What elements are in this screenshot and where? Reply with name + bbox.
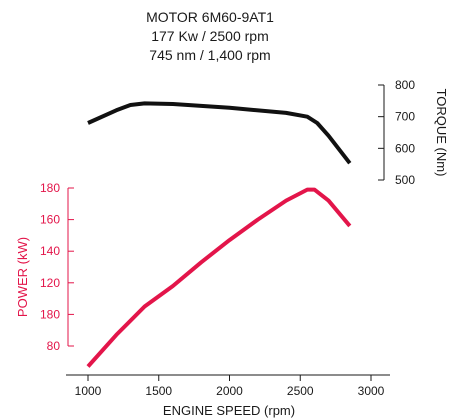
power-curve <box>86 187 352 368</box>
x-tick-label: 3000 <box>358 384 385 398</box>
x-tick-label: 2500 <box>287 384 314 398</box>
x-tick-label: 1000 <box>75 384 102 398</box>
torque-tick-label: 600 <box>395 141 415 155</box>
power-tick-label: 140 <box>40 244 60 258</box>
power-tick-label: 120 <box>40 276 60 290</box>
power-spec-subtitle: 177 Kw / 2500 rpm <box>151 28 269 44</box>
torque-tick-label: 500 <box>395 173 415 187</box>
torque-tick-label: 700 <box>395 110 415 124</box>
torque-spec-subtitle: 745 nm / 1,400 rpm <box>149 47 271 63</box>
torque-axis-title: TORQUE (Nm) <box>434 89 449 177</box>
torque-tick-label: 800 <box>395 78 415 92</box>
torque-curve <box>87 101 352 165</box>
x-tick-label: 2000 <box>216 384 243 398</box>
x-axis-title: ENGINE SPEED (rpm) <box>163 403 295 418</box>
power-tick-label: 180 <box>40 181 60 195</box>
chart-title-block: MOTOR 6M60-9AT1 177 Kw / 2500 rpm 745 nm… <box>100 8 320 65</box>
power-tick-label: 80 <box>47 339 61 353</box>
power-axis-title: POWER (kW) <box>15 237 30 317</box>
power-tick-label: 180 <box>40 307 60 321</box>
x-tick-label: 1500 <box>145 384 172 398</box>
power-tick-label: 160 <box>40 213 60 227</box>
engine-model-title: MOTOR 6M60-9AT1 <box>146 9 274 25</box>
